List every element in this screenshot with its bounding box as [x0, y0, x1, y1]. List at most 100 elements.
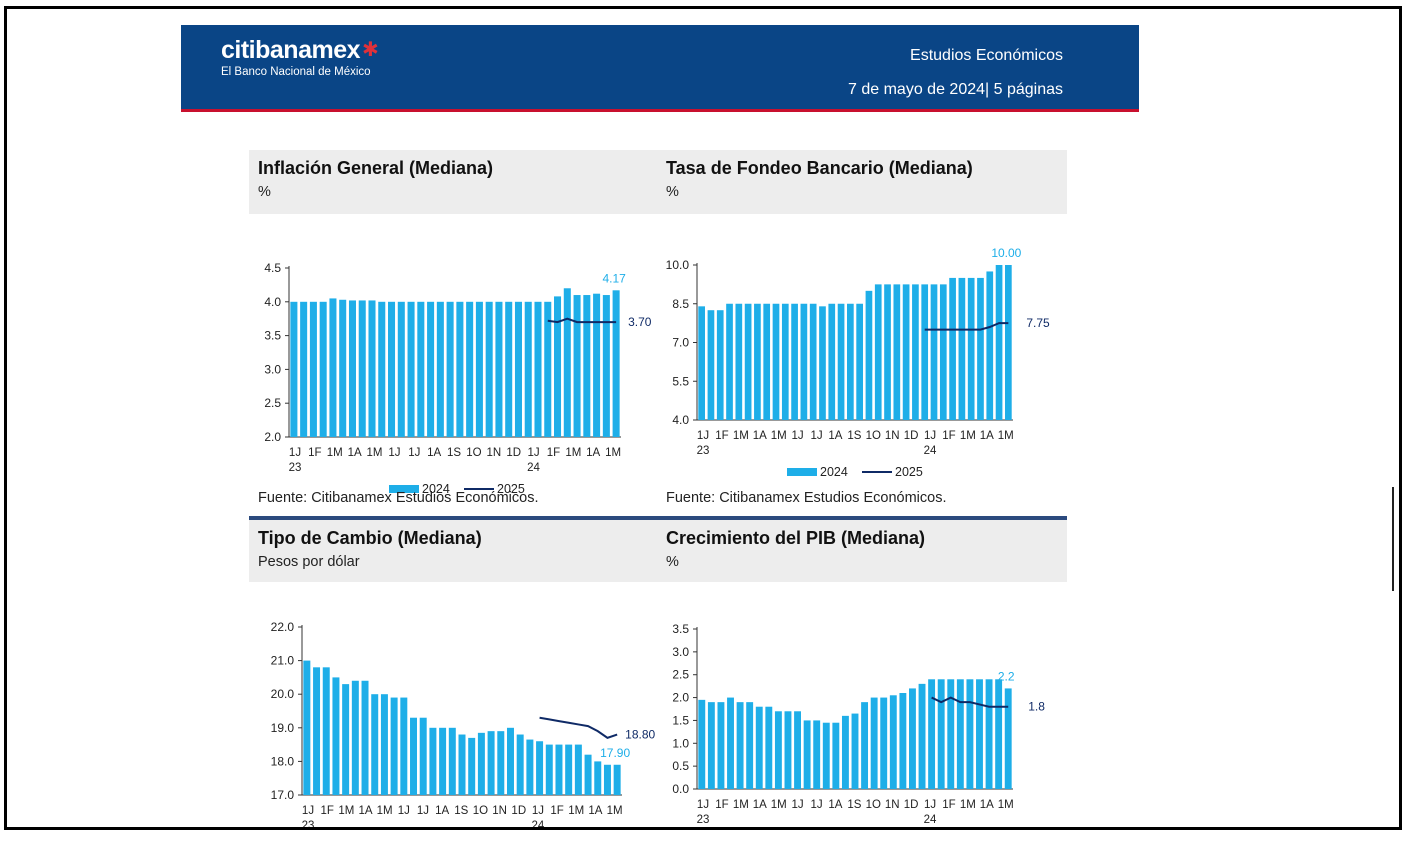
bar-2024 [466, 301, 474, 437]
bar-2024 [791, 303, 798, 420]
panel-unit: % [258, 184, 271, 200]
bar-2024 [765, 706, 773, 789]
bar-2024 [603, 764, 611, 795]
bar-2024 [468, 737, 476, 795]
bar-2024 [612, 290, 620, 437]
legend-label-2025: 2025 [497, 482, 525, 496]
x-tick-label: 1A [828, 430, 842, 442]
report-header: citibanamex ✱ El Banco Nacional de México… [181, 25, 1139, 112]
bar-2024 [497, 731, 505, 795]
bar-2024 [800, 303, 808, 420]
source-note-inflacion: Fuente: Citibanamex Estudios Económicos. [258, 490, 539, 506]
bar-2024 [939, 284, 947, 420]
bar-2024 [902, 284, 910, 420]
bar-2024 [976, 679, 983, 789]
bar-2024 [514, 301, 522, 437]
bar-2024 [313, 667, 321, 795]
bar-2024 [947, 679, 955, 789]
panel-header-pib: Crecimiento del PIB (Mediana) % [657, 520, 1067, 582]
bar-2024 [772, 303, 780, 420]
bar-2024 [554, 296, 562, 437]
bar-2024 [856, 303, 863, 420]
bar-2024 [309, 301, 317, 437]
x-tick-label: 1S [847, 430, 861, 442]
y-tick-label: 2.5 [672, 668, 689, 682]
x-tick-label: 1S [447, 447, 461, 459]
x-year-label: 24 [527, 462, 540, 474]
y-tick-label: 18.0 [271, 754, 295, 768]
bar-2024 [427, 301, 435, 437]
bar-2024 [563, 288, 571, 437]
bar-2024 [813, 720, 821, 789]
logo-star-icon: ✱ [362, 39, 379, 61]
y-tick-label: 4.0 [264, 295, 281, 309]
bar-2024 [912, 284, 919, 420]
line-end-label: 1.8 [1028, 700, 1045, 714]
logo-subtitle: El Banco Nacional de México [221, 66, 371, 78]
window-edge [1392, 487, 1394, 591]
bar-2024 [781, 303, 789, 420]
bar-end-label: 17.90 [600, 746, 630, 760]
x-tick-label: 1J [388, 447, 400, 459]
bar-2024 [995, 679, 1003, 789]
bar-2024 [736, 702, 744, 789]
x-tick-label: 1O [866, 799, 881, 811]
x-year-label: 23 [302, 820, 315, 830]
bar-2024 [794, 711, 801, 789]
bar-2024 [928, 679, 936, 789]
bar-2024 [754, 303, 761, 420]
bar-2024 [495, 301, 503, 437]
report-page: citibanamex ✱ El Banco Nacional de México… [181, 25, 1139, 830]
bar-2024 [726, 303, 733, 420]
bar-2024 [958, 277, 966, 420]
bar-2024 [487, 731, 495, 795]
chart-fondeo: 4.0 5.5 7.0 8.5 10.0 10.00 7.75 1J 1F 1M 1A 1M 1J 1J 1… [666, 246, 1050, 479]
bar-2024 [774, 711, 782, 789]
bar-2024 [755, 706, 763, 789]
bar-2024 [545, 744, 553, 795]
y-tick-label: 19.0 [271, 721, 295, 735]
bar-2024 [555, 744, 563, 795]
bar-end-label: 4.17 [602, 271, 626, 285]
bar-2024 [505, 301, 513, 437]
bar-2024 [475, 301, 483, 437]
bar-end-label: 10.00 [991, 246, 1021, 260]
x-tick-label: 1J [532, 805, 544, 817]
bar-2024 [574, 744, 582, 795]
bar-2024 [573, 295, 581, 437]
panel-title: Tasa de Fondeo Bancario (Mediana) [666, 158, 973, 178]
bar-2024 [909, 688, 916, 789]
bar-2024 [348, 300, 356, 437]
section-divider [249, 516, 1067, 520]
x-tick-label: 1S [847, 799, 861, 811]
y-tick-label: 0.0 [672, 782, 689, 796]
bar-2024 [397, 301, 405, 437]
bar-2024 [613, 764, 621, 795]
bar-2024 [865, 290, 873, 420]
x-tick-label: 1M [998, 430, 1014, 442]
source-note-fondeo: Fuente: Citibanamex Estudios Económicos. [666, 490, 947, 506]
bar-2024 [899, 693, 907, 789]
line-2025 [924, 322, 1009, 331]
x-tick-label: 1M [771, 430, 787, 442]
header-date: 7 de mayo de 2024| 5 páginas [848, 81, 1063, 98]
x-tick-label: 1F [550, 805, 563, 817]
bar-2024 [698, 699, 706, 789]
x-tick-label: 1D [506, 447, 521, 459]
bar-2024 [410, 717, 418, 795]
x-tick-label: 1J [398, 805, 410, 817]
bar-2024 [458, 734, 466, 795]
y-tick-label: 17.0 [271, 788, 295, 802]
x-tick-label: 1N [885, 799, 900, 811]
bar-2024 [594, 761, 602, 795]
line-end-label: 7.75 [1026, 316, 1050, 330]
x-tick-label: 1J [527, 447, 539, 459]
x-year-label: 23 [289, 462, 302, 474]
bar-2024 [735, 303, 743, 420]
bar-2024 [448, 727, 456, 795]
bar-2024 [884, 284, 891, 420]
bar-2024 [516, 734, 524, 795]
x-tick-label: 1N [486, 447, 501, 459]
bar-2024 [329, 298, 337, 437]
x-tick-label: 1J [417, 805, 429, 817]
